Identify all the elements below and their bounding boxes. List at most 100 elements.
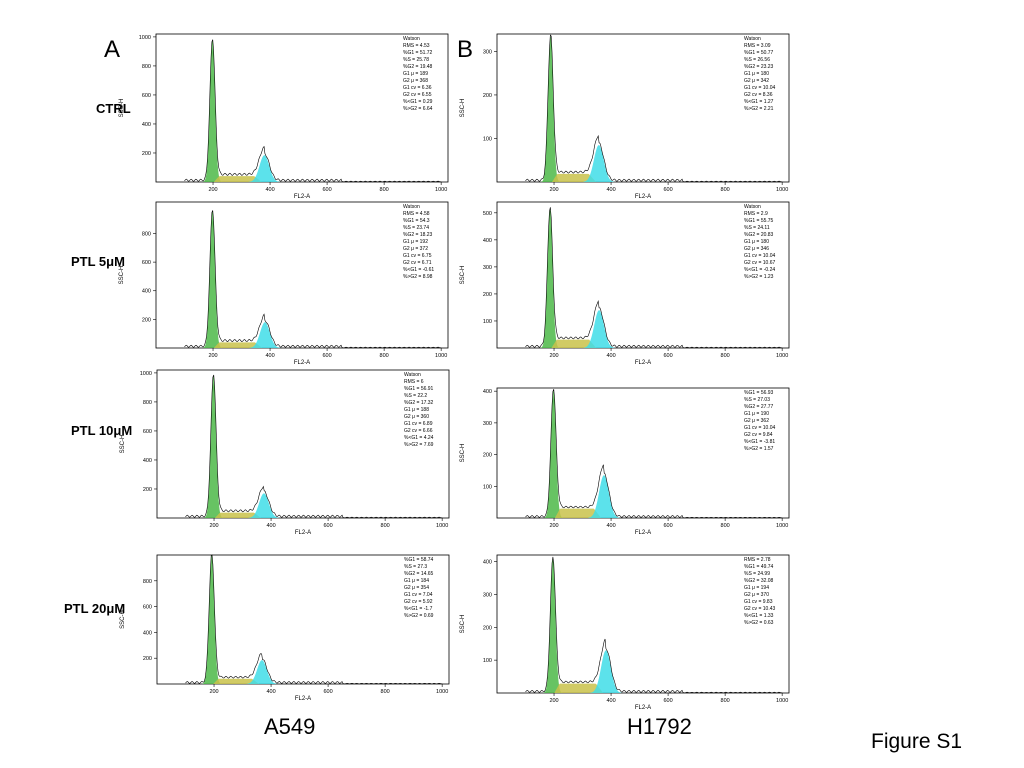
stats-line: %S = 27.03 bbox=[744, 397, 770, 403]
stats-line: G1 cv = 10.04 bbox=[744, 85, 775, 91]
g2-peak-area bbox=[248, 493, 280, 518]
row-label-ptl5: PTL 5μM bbox=[71, 254, 125, 269]
x-tick-label: 400 bbox=[266, 689, 275, 695]
stats-line: RMS = 4.58 bbox=[403, 211, 430, 217]
stats-line: G2 μ = 372 bbox=[403, 246, 428, 252]
g1-peak-area bbox=[201, 40, 224, 182]
column-label-a549: A549 bbox=[264, 714, 316, 739]
chart-H1792-PTL20: 200 400 600 800 1000 100 200 300 400 FL2-A SSC-H RM… bbox=[460, 554, 790, 711]
y-tick-label: 200 bbox=[483, 453, 492, 459]
x-tick-label: 800 bbox=[721, 353, 730, 359]
row-label-ptl20: PTL 20μM bbox=[64, 601, 126, 616]
histogram-trace bbox=[184, 39, 442, 183]
stats-line: %G1 = 49.74 bbox=[744, 564, 774, 570]
y-tick-label: 300 bbox=[483, 592, 492, 598]
stats-line: %G2 = 23.23 bbox=[744, 64, 774, 70]
g1-peak-area bbox=[539, 36, 563, 182]
stats-line: G1 μ = 194 bbox=[744, 585, 769, 591]
y-tick-label: 400 bbox=[483, 389, 492, 395]
stats-line: G1 μ = 189 bbox=[403, 71, 428, 77]
y-tick-label: 400 bbox=[143, 458, 152, 464]
stats-line: %<G1 = -0.61 bbox=[403, 267, 434, 273]
y-tick-label: 400 bbox=[142, 122, 151, 128]
s-phase-area bbox=[214, 512, 262, 518]
x-tick-label: 800 bbox=[380, 353, 389, 359]
y-tick-label: 800 bbox=[142, 231, 151, 237]
chart-A549-PTL20: 200 400 600 800 1000 200 400 600 800 FL2-A SSC-H %G… bbox=[120, 554, 450, 702]
stats-line: G1 μ = 190 bbox=[744, 411, 769, 417]
stats-line: %<G1 = 4.24 bbox=[404, 435, 434, 441]
x-tick-label: 200 bbox=[209, 689, 218, 695]
x-tick-label: 200 bbox=[549, 187, 558, 193]
stats-line: G1 μ = 192 bbox=[403, 239, 428, 245]
x-tick-label: 600 bbox=[324, 689, 333, 695]
stats-line: %<G1 = -3.81 bbox=[744, 439, 775, 445]
y-axis-label: SSC-H bbox=[460, 266, 466, 285]
stats-line: G2 μ = 370 bbox=[744, 592, 769, 598]
stats-line: G2 μ = 362 bbox=[744, 418, 769, 424]
g1-peak-area bbox=[202, 375, 225, 518]
g2-peak-area bbox=[246, 660, 278, 684]
s-phase-area bbox=[213, 678, 260, 684]
stats-line: %S = 25.78 bbox=[403, 57, 429, 63]
stats-line: G2 cv = 6.71 bbox=[403, 260, 432, 266]
stats-line: G2 μ = 354 bbox=[404, 585, 429, 591]
stats-line: %G2 = 18.23 bbox=[403, 232, 433, 238]
stats-line: %<G1 = 1.33 bbox=[744, 613, 774, 619]
s-phase-area bbox=[551, 339, 597, 348]
stats-line: G1 cv = 10.04 bbox=[744, 425, 775, 431]
x-tick-label: 800 bbox=[721, 187, 730, 193]
s-phase-area bbox=[213, 176, 262, 182]
x-tick-label: 600 bbox=[664, 523, 673, 529]
y-tick-label: 600 bbox=[143, 605, 152, 611]
x-tick-label: 400 bbox=[266, 523, 275, 529]
x-tick-label: 800 bbox=[381, 523, 390, 529]
stats-line: %>G2 = 6.64 bbox=[403, 106, 433, 112]
stats-line: %<G1 = -1.7 bbox=[404, 606, 433, 612]
s-phase-area bbox=[213, 342, 263, 348]
x-tick-label: 800 bbox=[721, 523, 730, 529]
panel-letter-b: B bbox=[457, 36, 474, 63]
x-tick-label: 200 bbox=[549, 698, 558, 704]
x-tick-label: 1000 bbox=[435, 187, 447, 193]
stats-line: %S = 24.99 bbox=[744, 571, 770, 577]
stats-line: G1 cv = 6.36 bbox=[403, 85, 432, 91]
x-tick-label: 800 bbox=[381, 689, 390, 695]
x-tick-label: 200 bbox=[549, 353, 558, 359]
stats-line: %<G1 = 1.27 bbox=[744, 99, 774, 105]
g2-peak-area bbox=[583, 310, 615, 348]
stats-line: G2 cv = 6.66 bbox=[404, 428, 433, 434]
x-tick-label: 600 bbox=[664, 698, 673, 704]
stats-line: G2 cv = 10.67 bbox=[744, 260, 775, 266]
plot-frame bbox=[156, 369, 450, 519]
y-axis-label: SSC-H bbox=[120, 435, 126, 454]
x-tick-label: 800 bbox=[380, 187, 389, 193]
y-tick-label: 600 bbox=[142, 93, 151, 99]
stats-line: G1 cv = 6.89 bbox=[404, 421, 433, 427]
y-axis-label: SSC-H bbox=[119, 99, 125, 118]
stats-line: %G1 = 56.93 bbox=[744, 390, 774, 396]
x-tick-label: 600 bbox=[323, 187, 332, 193]
chart-H1792-PTL10: 200 400 600 800 1000 100 200 300 400 FL2-A SSC-H %G… bbox=[460, 387, 790, 536]
row-label-ctrl: CTRL bbox=[96, 101, 131, 116]
stats-line: G1 μ = 180 bbox=[744, 71, 769, 77]
x-tick-label: 600 bbox=[324, 523, 333, 529]
y-tick-label: 400 bbox=[143, 630, 152, 636]
plot-frame bbox=[156, 554, 450, 685]
histogram-trace bbox=[185, 374, 443, 519]
x-axis-label: FL2-A bbox=[635, 360, 651, 366]
y-tick-label: 800 bbox=[143, 579, 152, 585]
histogram-trace bbox=[185, 554, 443, 685]
y-tick-label: 600 bbox=[143, 429, 152, 435]
chart-A549-PTL5: 200 400 600 800 1000 200 400 600 800 FL2-A SSC-H Wa… bbox=[119, 201, 449, 366]
stats-line: G2 cv = 9.84 bbox=[744, 432, 773, 438]
stats-header: Watson bbox=[403, 204, 420, 210]
stats-line: %>G2 = 7.69 bbox=[404, 442, 434, 448]
x-axis-label: FL2-A bbox=[294, 194, 310, 200]
chart-A549-CTRL: 200 400 600 800 1000 200 400 600 800 1000 FL2-A SSC… bbox=[119, 33, 449, 200]
x-axis-label: FL2-A bbox=[295, 696, 311, 702]
y-tick-label: 200 bbox=[142, 317, 151, 323]
y-tick-label: 500 bbox=[483, 211, 492, 217]
plot-frame bbox=[496, 201, 790, 349]
